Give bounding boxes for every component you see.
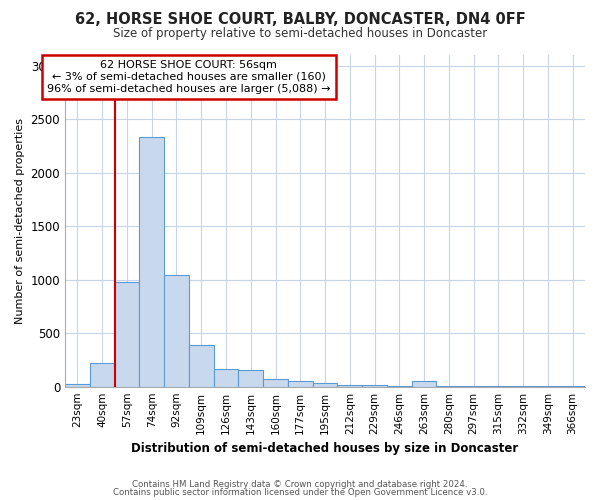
Bar: [412, 381, 436, 386]
Text: Contains HM Land Registry data © Crown copyright and database right 2024.: Contains HM Land Registry data © Crown c…: [132, 480, 468, 489]
Bar: [115, 282, 139, 387]
Bar: [214, 369, 238, 386]
Bar: [164, 276, 189, 386]
Bar: [189, 345, 214, 387]
Bar: [288, 381, 313, 386]
Y-axis label: Number of semi-detached properties: Number of semi-detached properties: [15, 118, 25, 324]
Bar: [362, 385, 387, 386]
Text: Size of property relative to semi-detached houses in Doncaster: Size of property relative to semi-detach…: [113, 28, 487, 40]
Bar: [313, 383, 337, 386]
Bar: [139, 138, 164, 386]
Text: 62 HORSE SHOE COURT: 56sqm
← 3% of semi-detached houses are smaller (160)
96% of: 62 HORSE SHOE COURT: 56sqm ← 3% of semi-…: [47, 60, 331, 94]
Bar: [90, 363, 115, 386]
Bar: [65, 384, 90, 386]
Text: Contains public sector information licensed under the Open Government Licence v3: Contains public sector information licen…: [113, 488, 487, 497]
X-axis label: Distribution of semi-detached houses by size in Doncaster: Distribution of semi-detached houses by …: [131, 442, 518, 455]
Bar: [263, 378, 288, 386]
Text: 62, HORSE SHOE COURT, BALBY, DONCASTER, DN4 0FF: 62, HORSE SHOE COURT, BALBY, DONCASTER, …: [74, 12, 526, 28]
Bar: [238, 370, 263, 386]
Bar: [337, 384, 362, 386]
